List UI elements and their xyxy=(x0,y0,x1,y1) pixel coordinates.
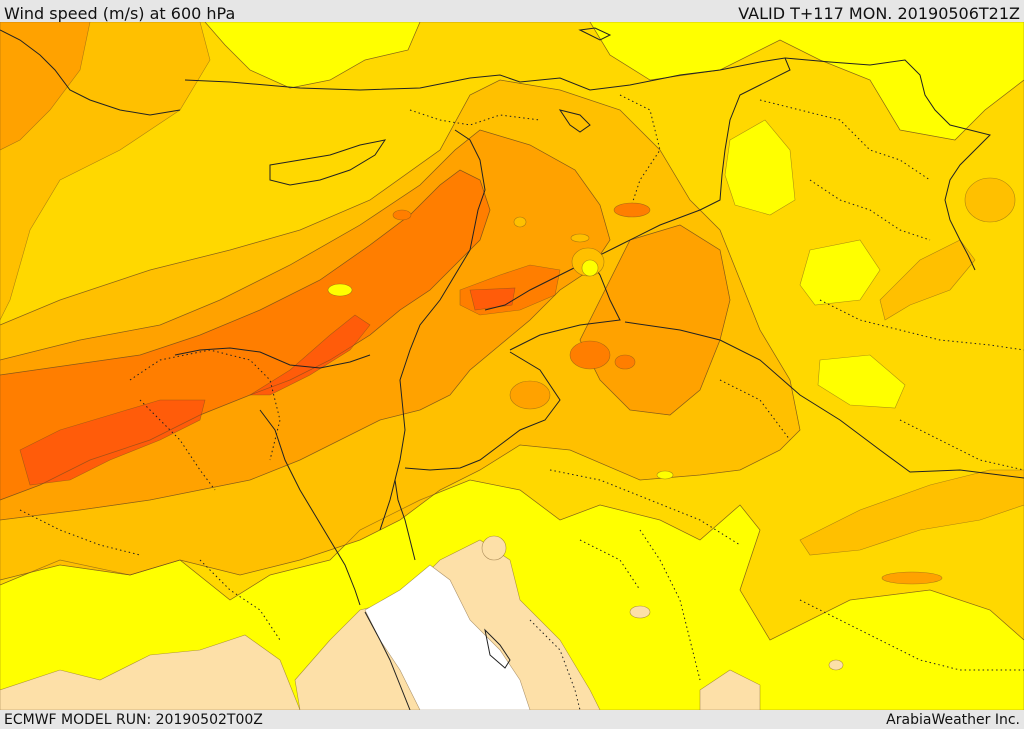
zone-low-east-blob2 xyxy=(817,354,906,409)
zone-max-core-west xyxy=(19,399,206,486)
zone-strong-north-cell xyxy=(0,22,91,151)
credit-label: ArabiaWeather Inc. xyxy=(886,712,1020,728)
zone-low-east-cell xyxy=(724,119,796,216)
zone-max-core-mid xyxy=(248,314,371,396)
zone-very-low-southeast xyxy=(699,669,761,710)
zone-max-core-small xyxy=(469,287,516,311)
province-boundaries xyxy=(19,94,1024,710)
zone-fresh-east-streak xyxy=(799,469,1024,556)
valid-time: VALID T+117 MON. 20190506T21Z xyxy=(738,4,1020,23)
contour-lines xyxy=(0,22,1024,641)
country-borders xyxy=(184,57,1024,710)
map-title: Wind speed (m/s) at 600 hPa xyxy=(4,4,236,23)
zone-fresh-ne-streak xyxy=(879,239,976,321)
coastlines xyxy=(0,27,612,669)
contour-cells xyxy=(327,177,1016,671)
wind-speed-map xyxy=(0,22,1024,710)
zone-lowest xyxy=(364,564,531,710)
model-run-label: ECMWF MODEL RUN: 20190502T00Z xyxy=(4,712,263,728)
zone-low-east-blob xyxy=(799,239,881,306)
zone-very-low-southwest xyxy=(0,634,301,710)
